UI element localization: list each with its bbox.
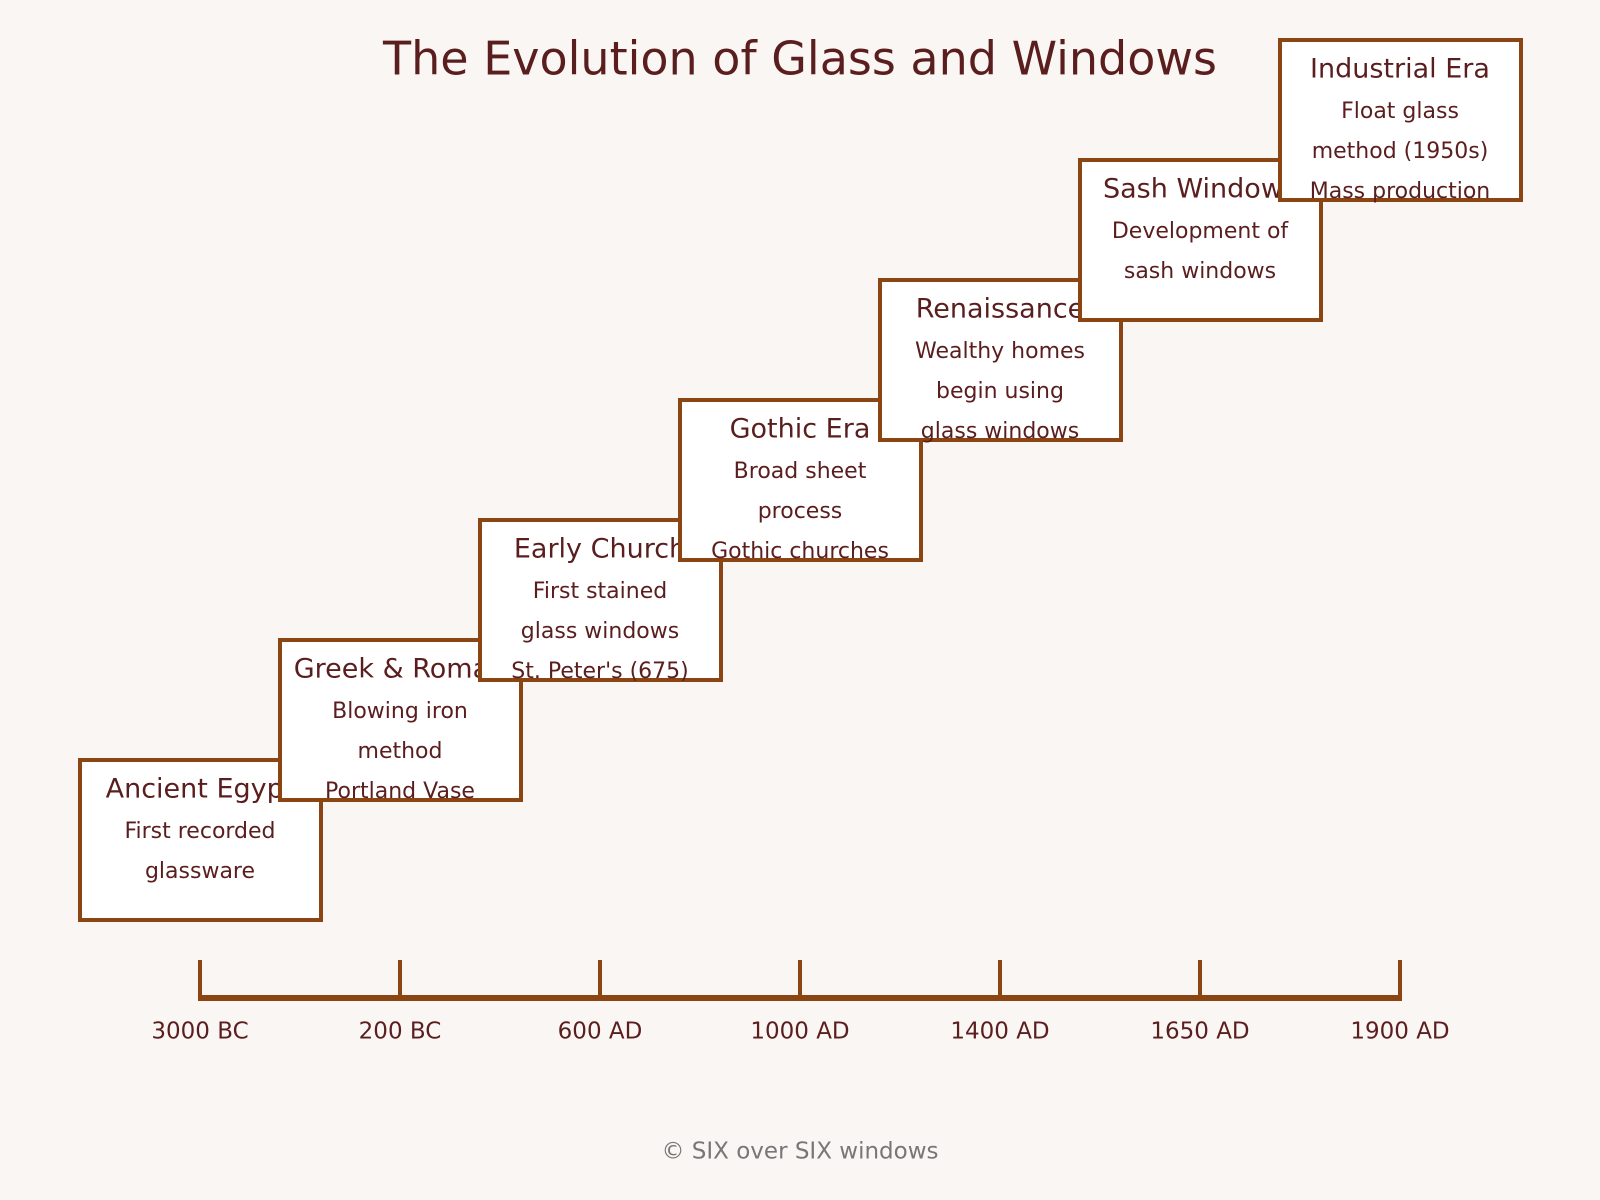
event-description: St. Peter's (675) <box>511 659 688 684</box>
event-description: Float glass <box>1341 99 1459 124</box>
event-description: glass windows <box>921 419 1079 444</box>
event-description: Broad sheet <box>734 459 867 484</box>
event-description: process <box>758 499 843 524</box>
event-description: Gothic churches <box>711 539 889 564</box>
event-description: Portland Vase <box>325 779 475 804</box>
event-description: method (1950s) <box>1312 139 1489 164</box>
event-description: Mass production <box>1310 179 1491 204</box>
event-description: glass windows <box>521 619 679 644</box>
footer: © SIX over SIX windows <box>661 1139 938 1165</box>
event-description: First recorded <box>124 819 275 844</box>
event-era: Gothic Era <box>730 414 871 445</box>
event-era: Sash Windows <box>1103 174 1297 205</box>
event-description: glassware <box>145 859 255 884</box>
event-era: Greek & Roman <box>294 654 507 685</box>
axis-label: 3000 BC <box>151 1019 248 1045</box>
event-description: First stained <box>533 579 667 604</box>
event-description: Wealthy homes <box>915 339 1085 364</box>
axis-label: 200 BC <box>359 1019 442 1045</box>
event-era: Ancient Egypt <box>106 774 295 805</box>
axis-label: 1400 AD <box>950 1019 1049 1045</box>
event-description: sash windows <box>1124 259 1276 284</box>
axis-label: 1650 AD <box>1150 1019 1249 1045</box>
axis-label: 1900 AD <box>1350 1019 1449 1045</box>
title: The Evolution of Glass and Windows <box>382 32 1217 86</box>
event-box <box>1278 38 1523 202</box>
event-era: Renaissance <box>916 294 1085 325</box>
event-description: method <box>358 739 443 764</box>
event-description: begin using <box>936 379 1064 404</box>
axis-label: 1000 AD <box>750 1019 849 1045</box>
event-description: Blowing iron <box>332 699 468 724</box>
event-era: Early Church <box>514 534 686 565</box>
axis-label: 600 AD <box>558 1019 643 1045</box>
event-description: Development of <box>1112 219 1290 244</box>
event-era: Industrial Era <box>1310 54 1490 85</box>
